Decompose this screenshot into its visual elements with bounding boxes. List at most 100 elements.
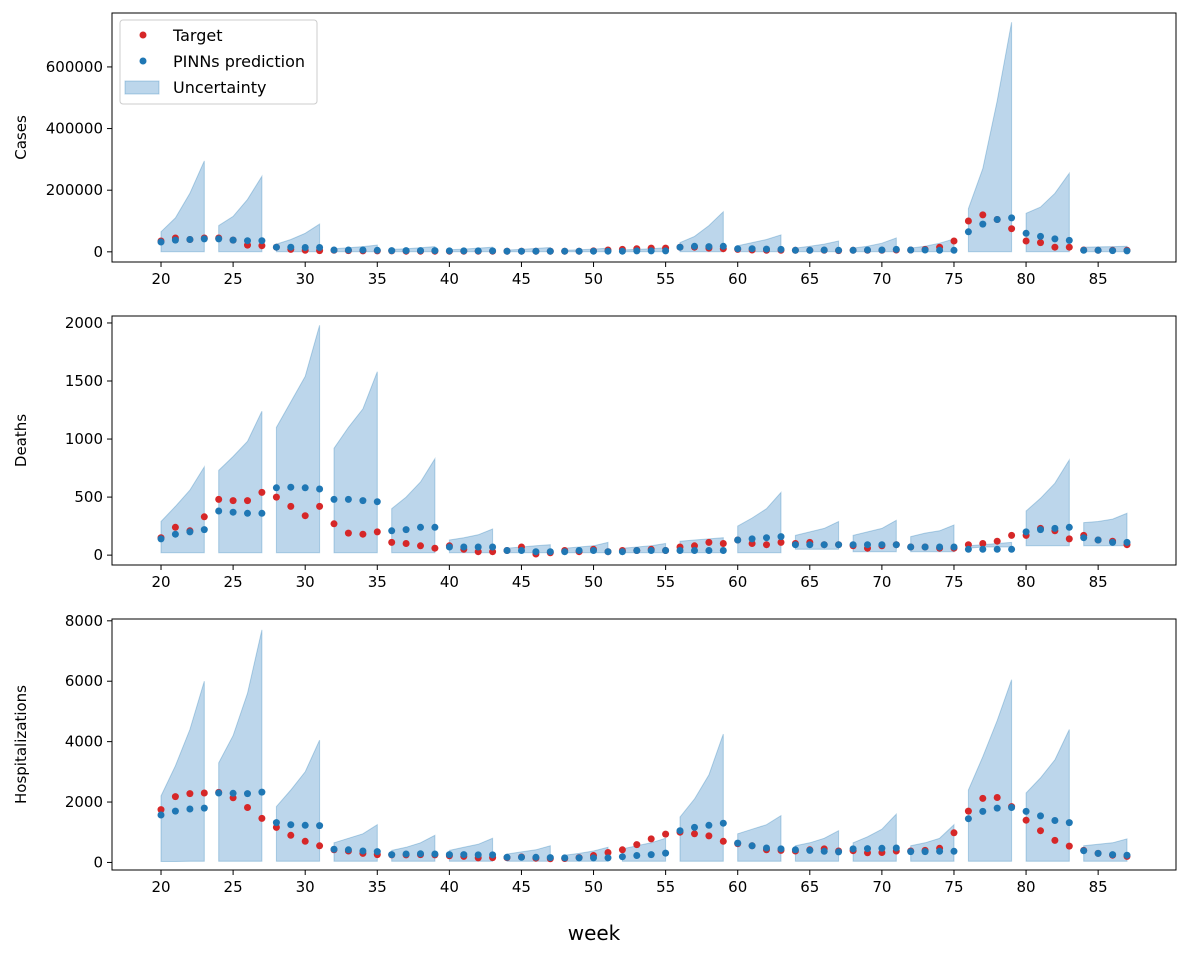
uncertainty-band bbox=[737, 234, 782, 253]
target-point bbox=[993, 537, 1001, 545]
prediction-point bbox=[1037, 232, 1044, 240]
target-point bbox=[705, 538, 713, 546]
x-tick-label: 65 bbox=[800, 878, 819, 896]
x-tick-label: 75 bbox=[944, 270, 963, 288]
target-point bbox=[359, 530, 367, 538]
uncertainty-band bbox=[275, 325, 321, 554]
prediction-point bbox=[705, 547, 713, 554]
prediction-point bbox=[359, 847, 367, 855]
uncertainty-band bbox=[679, 733, 724, 862]
prediction-point bbox=[618, 247, 626, 255]
y-tick-label: 400000 bbox=[46, 120, 103, 138]
x-tick-label: 45 bbox=[512, 270, 531, 288]
prediction-point bbox=[186, 528, 194, 536]
prediction-point bbox=[301, 821, 309, 829]
target-point bbox=[417, 542, 424, 550]
prediction-point bbox=[719, 242, 727, 250]
uncertainty-band bbox=[564, 541, 609, 554]
y-tick-label: 6000 bbox=[65, 672, 103, 690]
uncertainty-band bbox=[448, 528, 494, 554]
prediction-point bbox=[618, 853, 626, 861]
x-tick-label: 65 bbox=[800, 573, 819, 591]
prediction-point bbox=[229, 508, 237, 516]
prediction-point bbox=[1123, 851, 1131, 859]
prediction-point bbox=[244, 237, 251, 245]
prediction-point bbox=[474, 851, 482, 859]
target-point bbox=[388, 538, 396, 546]
target-point bbox=[244, 804, 251, 811]
uncertainty-band bbox=[333, 244, 378, 253]
uncertainty-band bbox=[391, 457, 436, 554]
y-tick-label: 200000 bbox=[46, 181, 103, 199]
prediction-point bbox=[964, 228, 972, 236]
uncertainty-band bbox=[160, 681, 205, 862]
uncertainty-band bbox=[910, 823, 955, 862]
prediction-point bbox=[316, 822, 324, 830]
x-tick-label: 40 bbox=[440, 270, 459, 288]
prediction-point bbox=[1051, 817, 1059, 824]
prediction-point bbox=[1051, 235, 1059, 243]
x-tick-label: 75 bbox=[944, 878, 963, 896]
prediction-point bbox=[921, 848, 929, 856]
prediction-point bbox=[445, 543, 453, 551]
target-point bbox=[979, 540, 987, 547]
legend-prediction-label: PINNs prediction bbox=[173, 52, 305, 71]
prediction-point bbox=[157, 811, 165, 819]
axes-frame bbox=[111, 618, 1177, 871]
uncertainty-band bbox=[506, 544, 551, 554]
target-point bbox=[1065, 535, 1073, 543]
prediction-point bbox=[618, 548, 626, 556]
uncertainty-band bbox=[679, 537, 724, 554]
target-point bbox=[1051, 243, 1059, 251]
target-point bbox=[171, 523, 179, 531]
y-tick-label: 500 bbox=[74, 488, 103, 506]
uncertainty-band bbox=[218, 629, 263, 862]
prediction-point bbox=[489, 543, 497, 551]
prediction-point bbox=[1109, 851, 1117, 859]
uncertainty-band bbox=[448, 837, 494, 862]
prediction-point bbox=[791, 246, 799, 254]
uncertainty-band bbox=[852, 237, 897, 253]
prediction-point bbox=[604, 548, 612, 556]
x-tick-label: 70 bbox=[872, 878, 891, 896]
prediction-point bbox=[503, 247, 511, 255]
prediction-point bbox=[272, 484, 280, 492]
prediction-point bbox=[532, 853, 540, 861]
target-point bbox=[950, 829, 958, 837]
prediction-point bbox=[820, 541, 828, 549]
prediction-point bbox=[1080, 246, 1088, 254]
prediction-point bbox=[330, 495, 338, 503]
prediction-point bbox=[229, 789, 237, 797]
x-tick-label: 35 bbox=[368, 270, 387, 288]
prediction-point bbox=[546, 247, 554, 255]
prediction-point bbox=[604, 247, 612, 255]
prediction-point bbox=[791, 541, 799, 549]
target-point bbox=[1037, 239, 1044, 247]
y-tick-label: 600000 bbox=[46, 58, 103, 76]
prediction-point bbox=[662, 247, 670, 255]
prediction-point bbox=[791, 846, 799, 854]
target-point bbox=[1022, 237, 1030, 245]
prediction-point bbox=[936, 543, 944, 551]
prediction-point bbox=[575, 854, 583, 862]
x-tick-label: 30 bbox=[296, 270, 315, 288]
prediction-point bbox=[1022, 229, 1030, 237]
prediction-point bbox=[691, 242, 698, 250]
y-tick-label: 0 bbox=[93, 546, 103, 564]
uncertainty-band bbox=[910, 524, 955, 553]
prediction-point bbox=[215, 789, 223, 797]
prediction-point bbox=[907, 246, 915, 254]
prediction-point bbox=[835, 848, 843, 856]
prediction-point bbox=[316, 485, 324, 493]
prediction-point bbox=[359, 246, 367, 254]
prediction-point bbox=[864, 845, 871, 853]
prediction-point bbox=[171, 530, 179, 538]
prediction-point bbox=[244, 790, 251, 798]
prediction-point bbox=[417, 850, 424, 858]
prediction-point bbox=[590, 854, 597, 862]
prediction-point bbox=[330, 845, 338, 853]
uncertainty-band bbox=[160, 160, 205, 253]
prediction-point bbox=[244, 509, 251, 517]
prediction-point bbox=[344, 246, 352, 254]
prediction-point bbox=[676, 547, 684, 554]
